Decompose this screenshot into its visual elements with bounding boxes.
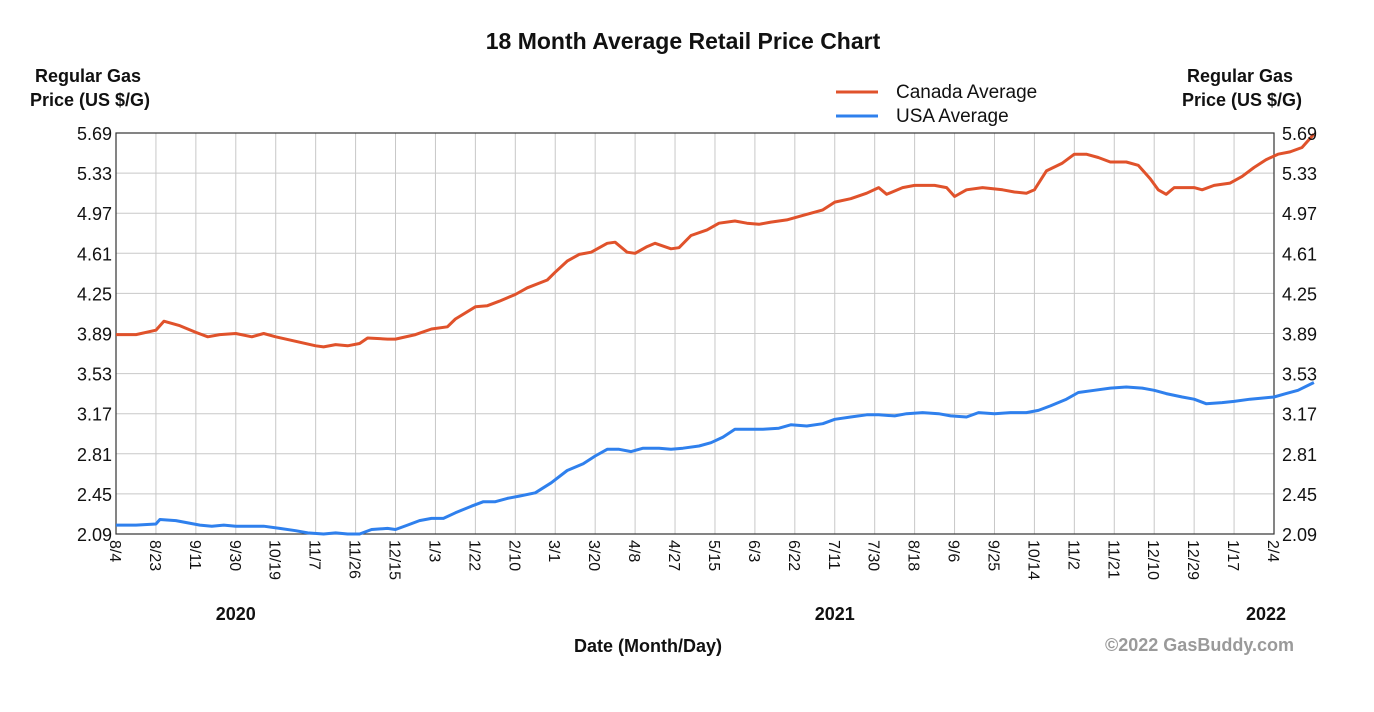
- x-tick-label: 8/23: [146, 540, 163, 571]
- y-tick-label-right: 2.81: [1282, 445, 1317, 465]
- y-tick-label-right: 3.17: [1282, 405, 1317, 425]
- x-tick-label: 9/6: [945, 540, 962, 562]
- price-chart: 18 Month Average Retail Price Chart Regu…: [30, 28, 1317, 656]
- y-tick-label-right: 2.09: [1282, 525, 1317, 545]
- y-tick-label-left: 3.53: [77, 365, 112, 385]
- x-tick-label: 12/10: [1144, 540, 1161, 580]
- x-tick-label: 2/4: [1264, 540, 1281, 562]
- series-line-canada-average: [116, 133, 1316, 349]
- x-tick-label: 7/30: [865, 540, 882, 571]
- x-tick-label: 10/14: [1024, 540, 1041, 580]
- x-tick-label: 9/30: [226, 540, 243, 571]
- x-tick-labels: 8/4 8/23 9/11 9/30 10/19 11/7 11/26 12/15 1/3 1/2…: [106, 540, 1281, 580]
- y-tick-label-left: 2.81: [77, 445, 112, 465]
- x-tick-label: 4/8: [625, 540, 642, 562]
- year-label: 2021: [815, 604, 855, 624]
- year-labels: 2020 2021 2022: [216, 604, 1286, 624]
- year-label: 2022: [1246, 604, 1286, 624]
- y-tick-label-right: 5.69: [1282, 124, 1317, 144]
- legend: Canada Average USA Average: [836, 82, 1037, 127]
- y-axis-label-right-line2: Price (US $/G): [1182, 90, 1302, 110]
- x-tick-label: 5/15: [705, 540, 722, 571]
- y-tick-label-right: 4.25: [1282, 284, 1317, 304]
- y-tick-label-left: 2.45: [77, 485, 112, 505]
- x-tick-label: 11/26: [346, 540, 363, 579]
- x-tick-label: 8/18: [905, 540, 922, 571]
- x-tick-label: 12/15: [386, 540, 403, 580]
- y-tick-label-right: 5.33: [1282, 164, 1317, 184]
- x-tick-label: 9/25: [984, 540, 1001, 571]
- y-tick-label-left: 5.33: [77, 164, 112, 184]
- y-tick-label-left: 4.25: [77, 284, 112, 304]
- x-tick-label: 7/11: [825, 540, 842, 570]
- y-tick-label-right: 2.45: [1282, 485, 1317, 505]
- x-tick-label: 1/17: [1224, 540, 1241, 571]
- x-tick-label: 12/29: [1184, 540, 1201, 580]
- y-tick-label-right: 3.53: [1282, 365, 1317, 385]
- x-tick-label: 6/22: [785, 540, 802, 571]
- series-lines: [116, 133, 1316, 536]
- x-tick-label: 10/19: [266, 540, 283, 580]
- x-tick-label: 11/7: [306, 540, 323, 570]
- x-tick-label: 4/27: [665, 540, 682, 571]
- y-tick-label-left: 2.09: [77, 525, 112, 545]
- y-tick-label-right: 4.61: [1282, 244, 1317, 264]
- x-axis-label: Date (Month/Day): [574, 636, 722, 656]
- grid: [115, 132, 1275, 535]
- x-tick-label: 1/22: [465, 540, 482, 571]
- y-tick-label-right: 4.97: [1282, 204, 1317, 224]
- x-tick-label: 11/2: [1064, 540, 1081, 570]
- x-tick-label: 8/4: [106, 540, 123, 562]
- credit-text: ©2022 GasBuddy.com: [1105, 635, 1294, 655]
- x-tick-label: 1/3: [425, 540, 442, 562]
- chart-panel: 18 Month Average Retail Price Chart Regu…: [29, 28, 1318, 656]
- y-tick-label-right: 3.89: [1282, 325, 1317, 345]
- chart-title: 18 Month Average Retail Price Chart: [486, 28, 881, 54]
- legend-label: Canada Average: [896, 82, 1037, 103]
- series-line-usa-average: [116, 381, 1315, 536]
- x-tick-label: 11/21: [1104, 540, 1121, 579]
- y-tick-label-left: 3.17: [77, 405, 112, 425]
- y-axis-label-left-line1: Regular Gas: [35, 66, 141, 86]
- y-axis-label-left-line2: Price (US $/G): [30, 90, 150, 110]
- x-tick-label: 3/1: [545, 540, 562, 562]
- y-tick-labels: 5.69 5.69 5.33 5.33 4.97 4.97 4.61 4.61 4.25 4.25…: [77, 124, 1317, 545]
- year-label: 2020: [216, 604, 256, 624]
- x-tick-label: 6/3: [745, 540, 762, 562]
- y-tick-label-left: 4.97: [77, 204, 112, 224]
- x-tick-label: 2/10: [505, 540, 522, 571]
- y-tick-label-left: 5.69: [77, 124, 112, 144]
- legend-label: USA Average: [896, 106, 1009, 127]
- y-axis-label-right-line1: Regular Gas: [1187, 66, 1293, 86]
- x-tick-label: 9/11: [186, 540, 203, 570]
- y-tick-label-left: 3.89: [77, 325, 112, 345]
- y-tick-label-left: 4.61: [77, 244, 112, 264]
- x-tick-label: 3/20: [585, 540, 602, 571]
